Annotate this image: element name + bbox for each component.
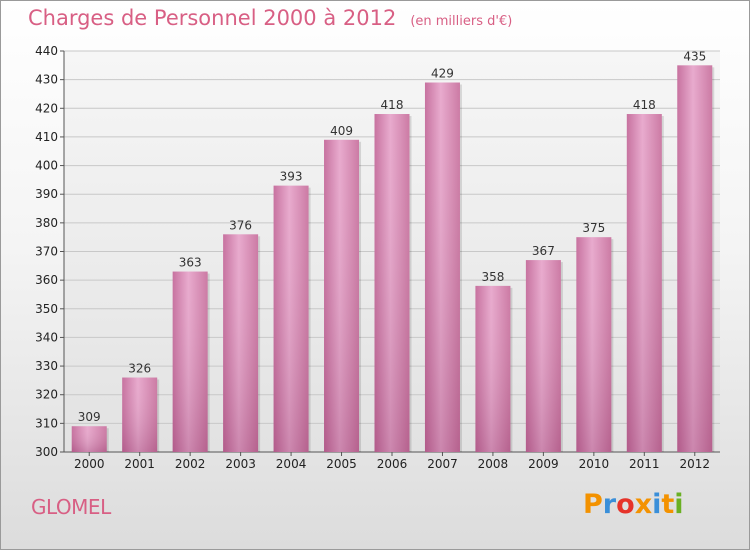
x-tick-label: 2002 bbox=[175, 457, 206, 471]
bar-shade bbox=[424, 82, 460, 452]
x-tick-label: 2001 bbox=[124, 457, 155, 471]
chart-title: Charges de Personnel 2000 à 2012 (en mill… bbox=[28, 6, 512, 30]
y-tick-label: 380 bbox=[35, 216, 58, 230]
y-tick-label: 300 bbox=[35, 445, 58, 459]
logo-letter: i bbox=[674, 489, 684, 520]
x-tick-label: 2007 bbox=[427, 457, 458, 471]
y-tick-label: 370 bbox=[35, 245, 58, 259]
x-tick-label: 2003 bbox=[225, 457, 256, 471]
logo-letter: x bbox=[634, 489, 653, 520]
logo-letter: P bbox=[583, 489, 603, 520]
commune-name: GLOMEL bbox=[31, 495, 111, 519]
value-label: 367 bbox=[532, 244, 555, 258]
logo-letter: i bbox=[652, 489, 662, 520]
x-tick-label: 2012 bbox=[679, 457, 710, 471]
y-tick-label: 330 bbox=[35, 359, 58, 373]
x-tick-label: 2005 bbox=[326, 457, 357, 471]
value-label: 375 bbox=[582, 221, 605, 235]
value-label: 418 bbox=[633, 98, 656, 112]
value-label: 429 bbox=[431, 67, 454, 81]
value-label: 363 bbox=[179, 256, 202, 270]
y-tick-label: 360 bbox=[35, 273, 58, 287]
bar-shade bbox=[273, 185, 309, 452]
value-label: 376 bbox=[229, 218, 252, 232]
logo-letter: o bbox=[616, 489, 635, 520]
bar-shade bbox=[525, 260, 561, 452]
bar-shade bbox=[172, 271, 208, 452]
y-tick-label: 440 bbox=[35, 44, 58, 58]
value-label: 326 bbox=[128, 362, 151, 376]
chart-subtitle: (en milliers d'€) bbox=[410, 14, 513, 29]
chart-title-text: Charges de Personnel 2000 à 2012 bbox=[28, 6, 397, 30]
y-tick-label: 320 bbox=[35, 388, 58, 402]
x-tick-label: 2006 bbox=[377, 457, 408, 471]
x-tick-label: 2008 bbox=[478, 457, 509, 471]
bar-shade bbox=[626, 114, 662, 452]
bar-shade bbox=[576, 237, 612, 452]
x-tick-label: 2004 bbox=[276, 457, 307, 471]
y-tick-label: 430 bbox=[35, 73, 58, 87]
bar-shade bbox=[122, 377, 158, 452]
bar-shade bbox=[374, 114, 410, 452]
logo-letter: t bbox=[661, 489, 675, 520]
x-tick-label: 2009 bbox=[528, 457, 559, 471]
y-tick-label: 420 bbox=[35, 101, 58, 115]
bar-shade bbox=[475, 285, 511, 452]
value-label: 418 bbox=[381, 98, 404, 112]
y-tick-label: 400 bbox=[35, 159, 58, 173]
y-tick-label: 310 bbox=[35, 416, 58, 430]
value-label: 409 bbox=[330, 124, 353, 138]
logo-letter: r bbox=[602, 489, 617, 520]
bar-shade bbox=[677, 65, 713, 453]
y-tick-label: 340 bbox=[35, 330, 58, 344]
x-tick-label: 2000 bbox=[74, 457, 105, 471]
y-tick-label: 350 bbox=[35, 302, 58, 316]
x-tick-label: 2011 bbox=[629, 457, 660, 471]
value-label: 309 bbox=[78, 410, 101, 424]
y-tick-label: 390 bbox=[35, 187, 58, 201]
y-tick-label: 410 bbox=[35, 130, 58, 144]
bar-shade bbox=[223, 234, 259, 452]
value-label: 358 bbox=[481, 270, 504, 284]
value-label: 393 bbox=[280, 170, 303, 184]
bar-shade bbox=[71, 426, 107, 452]
x-tick-label: 2010 bbox=[579, 457, 610, 471]
value-label: 435 bbox=[683, 49, 706, 63]
proxiti-logo: Proxiti bbox=[583, 489, 684, 520]
bar-shade bbox=[324, 139, 360, 453]
